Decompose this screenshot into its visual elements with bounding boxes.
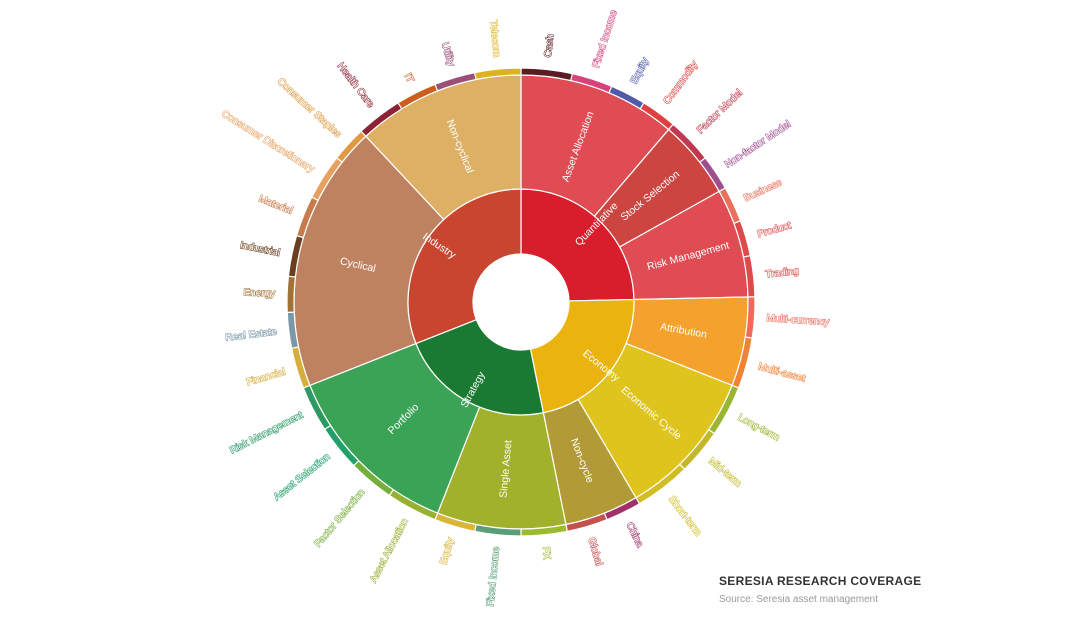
label-risk-management-product: Product — [756, 220, 792, 240]
outer-ring — [286, 67, 756, 537]
label-non-cyclical-telecom: Telecom — [487, 20, 502, 58]
label-portfolio-asset-selection: Asset Selection — [272, 451, 333, 503]
label-attribution-multi-asset: Multi-asset — [757, 361, 807, 384]
label-cyclical-industrial: Industrial — [239, 240, 281, 259]
label-asset-allocation-cash: Cash — [543, 34, 557, 58]
label-single-asset: Single Asset — [497, 440, 514, 499]
label-asset-allocation-commodity: Commodity — [662, 59, 701, 106]
label-single-asset-fx: FX — [540, 546, 552, 560]
chart-caption: SERESIA RESEARCH COVERAGE Source: Seresi… — [719, 574, 921, 605]
label-cyclical-real-estate: Real Estate — [225, 326, 278, 343]
label-attribution-multi-currency: Multi-currency — [766, 313, 829, 328]
label-cyclical-material: Material — [257, 194, 294, 217]
label-portfolio-risk-management: Risk Management — [228, 410, 305, 457]
label-asset-allocation-fixed-income: Fixed Income — [591, 8, 620, 69]
chart-title: SERESIA RESEARCH COVERAGE — [719, 574, 922, 588]
label-non-cyclical-utility: Utility — [439, 41, 456, 68]
label-portfolio-asset-allocation: Asset Allocation — [368, 517, 411, 585]
label-single-asset-fixed-income: Fixed Income — [485, 546, 502, 607]
label-asset-allocation-equity: Equity — [629, 56, 652, 86]
label-economic-cycle-long-term: Long-term — [736, 412, 781, 443]
label-stock-selection-factor-model: Factor Model — [695, 88, 745, 136]
label-non-cyclical-health-care: Health Care — [335, 61, 376, 110]
label-cyclical-energy: Energy — [243, 287, 275, 299]
label-non-cycle-global: Global — [585, 536, 604, 567]
label-single-asset-equity: Equity — [438, 536, 456, 566]
arc-non-cyclical-telecom — [474, 67, 522, 81]
arc-cyclical-energy — [286, 275, 297, 313]
label-non-cyclical-it: IT — [402, 72, 416, 85]
middle-ring — [293, 74, 749, 530]
label-cyclical-consumer-staples: Consumer Staples — [275, 76, 343, 140]
label-economic-cycle-short-term: Short-term — [666, 494, 703, 538]
label-non-cycle-china: China — [624, 521, 646, 550]
label-cyclical-consumer-discretionary: Consumer Discretionary — [219, 109, 316, 176]
label-portfolio-factor-selection: Factor Selection — [313, 487, 368, 549]
label-risk-management-trading: Trading — [765, 266, 800, 281]
chart-source: Source: Seresia asset management — [719, 594, 878, 605]
label-economic-cycle-mid-term: Mid-term — [706, 456, 743, 490]
label-stock-selection-non-factor-model: Non-factor Model — [723, 119, 793, 171]
label-cyclical-financial: Financial — [245, 367, 287, 389]
label-risk-management-business: Business — [742, 177, 783, 204]
